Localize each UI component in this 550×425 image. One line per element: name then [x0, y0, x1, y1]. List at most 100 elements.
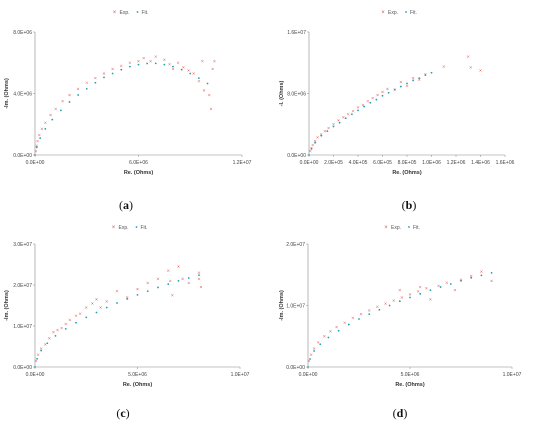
exp-point [146, 281, 150, 285]
exp-point [136, 287, 139, 291]
fit-point [46, 342, 49, 345]
legend-fit-label: Fit. [410, 10, 417, 16]
fit-point [157, 286, 159, 289]
fit-point [430, 71, 433, 74]
fit-point [189, 72, 192, 75]
x-tick-label: 0.0E+00 [300, 160, 319, 166]
exp-point [181, 277, 184, 281]
exp-point [405, 84, 409, 88]
exp-point [359, 312, 363, 316]
x-tick-label: 0.0E+00 [299, 372, 318, 378]
fit-point [307, 366, 309, 368]
x-tick-label: 0.0E+00 [26, 160, 45, 166]
legend-fit-marker [405, 11, 407, 13]
exp-point [125, 296, 129, 299]
fit-point [470, 276, 473, 279]
legend-fit-label: Fit. [141, 225, 148, 231]
fit-point [409, 296, 411, 299]
exp-point [128, 61, 132, 65]
exp-point [85, 81, 89, 85]
exp-point [351, 316, 355, 320]
exp-point [44, 121, 47, 124]
y-axis-label: -Im. (Ohms) [4, 290, 10, 321]
fit-point [439, 286, 442, 288]
exp-point [442, 65, 446, 68]
exp-point [102, 72, 106, 75]
y-tick-label: 1.0E+07 [286, 303, 305, 309]
legend-fit-marker [136, 11, 139, 13]
exp-point [201, 59, 204, 63]
caption-d: (d) [392, 406, 408, 420]
exp-point [356, 106, 360, 109]
fit-point [68, 101, 71, 103]
fit-point [167, 283, 170, 286]
fit-point [36, 357, 38, 360]
y-axis-label: -Im. (Ohms) [279, 290, 285, 321]
exp-point [187, 69, 190, 72]
fit-point [368, 313, 371, 316]
fit-point [197, 77, 200, 80]
exp-point [308, 149, 312, 153]
fit-point [163, 63, 166, 66]
exp-point [171, 67, 175, 71]
exp-point [332, 122, 335, 126]
exp-point [424, 73, 427, 76]
exp-point [361, 103, 365, 107]
exp-point [469, 66, 472, 69]
exp-point [466, 55, 470, 58]
fit-point [308, 154, 310, 156]
exp-point [149, 59, 152, 63]
exp-point [323, 129, 327, 133]
exp-point [343, 321, 346, 324]
exp-point [202, 89, 206, 92]
fit-point [187, 277, 190, 279]
legend-fit-marker [408, 226, 410, 228]
x-tick-label: 1.2E+07 [233, 160, 252, 166]
fit-point [314, 141, 317, 144]
fit-point [85, 87, 88, 90]
fit-point [320, 134, 323, 137]
fit-point [94, 81, 97, 84]
exp-point [156, 277, 160, 281]
x-tick-label: 8.0E+05 [398, 160, 417, 166]
x-tick-label: 1.0E+07 [231, 372, 250, 378]
exp-point [166, 269, 170, 272]
exp-point [479, 69, 482, 72]
exp-point [43, 343, 47, 346]
exp-point [213, 59, 216, 63]
exp-point [211, 67, 214, 71]
x-tick-label: 5.0E+06 [128, 372, 147, 378]
exp-point [99, 306, 102, 309]
exp-point [84, 306, 88, 309]
x-axis-label: Re. (Ohms) [124, 170, 154, 176]
exp-point [171, 293, 174, 297]
exp-point [78, 312, 82, 315]
exp-point [64, 322, 68, 326]
fit-point [116, 302, 118, 304]
exp-point [94, 76, 97, 80]
fit-point [388, 304, 391, 307]
exp-point [52, 330, 55, 334]
fit-point [39, 137, 42, 139]
exp-point [209, 107, 213, 111]
exp-point [74, 314, 78, 318]
exp-point [351, 109, 355, 113]
impedance-chart-c: 0.0E+00 5.0E+06 1.0E+07 0.0E+00 1.0E+07 2.0E+… [4, 225, 250, 388]
y-tick-label: 2.0E+07 [13, 283, 32, 289]
fit-point [146, 62, 149, 65]
y-tick-label: 3.0E+07 [13, 242, 32, 248]
fit-point [103, 76, 105, 79]
exp-point [154, 55, 158, 58]
fit-point [350, 113, 353, 116]
exp-point [376, 93, 379, 97]
fit-point [40, 349, 43, 352]
fit-point [128, 65, 131, 68]
impedance-chart-a: 0.0E+00 6.0E+06 1.2E+07 0.0E+00 4.0E+06 8.0E+… [4, 10, 252, 176]
fit-point [126, 298, 129, 300]
exp-point [312, 347, 316, 350]
fit-point [357, 109, 359, 112]
x-tick-label: 5.0E+06 [401, 372, 420, 378]
fit-point [449, 283, 452, 285]
fit-point [51, 118, 54, 121]
x-axis-label: Re. (Ohms) [392, 170, 422, 176]
